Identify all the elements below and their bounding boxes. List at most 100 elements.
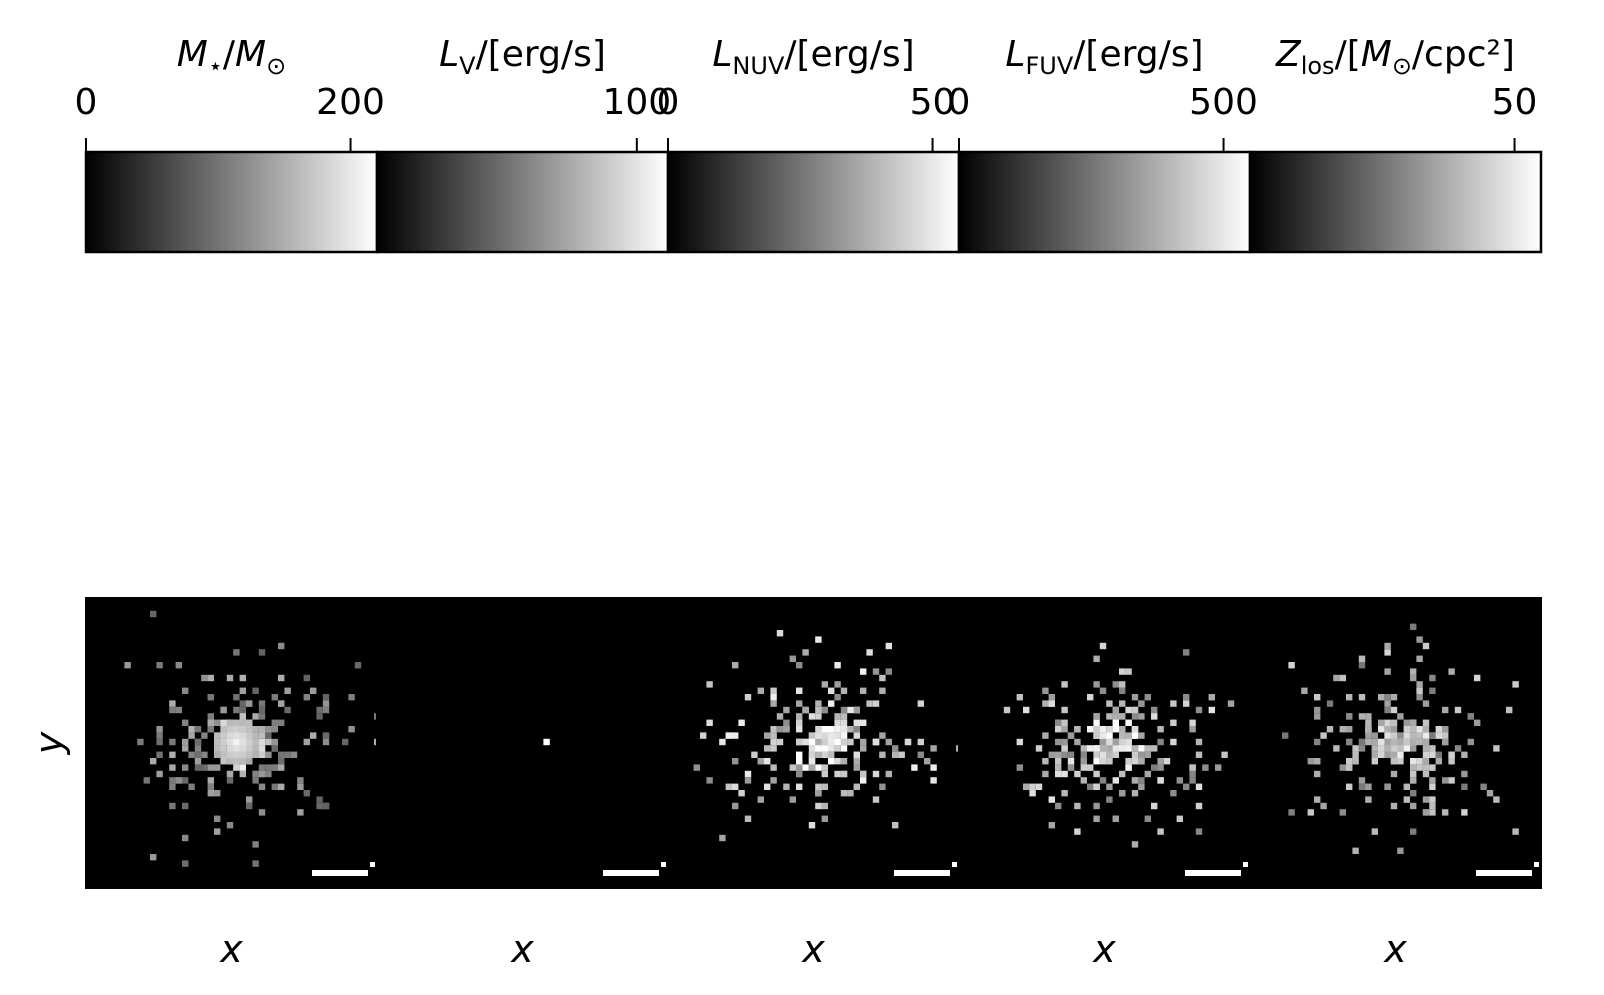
map-pixel <box>866 700 873 707</box>
map-panel-1 <box>376 597 669 889</box>
map-pixel <box>783 706 790 714</box>
map-pixel <box>194 751 202 758</box>
map-pixel <box>1035 745 1043 752</box>
map-row: x y x x x x <box>27 597 1542 971</box>
map-pixel <box>1448 668 1455 675</box>
map-pixel <box>783 719 790 726</box>
map-pixel <box>354 662 362 669</box>
map-pixel <box>828 745 835 752</box>
map-pixel <box>1112 681 1119 688</box>
map-panel-0 <box>85 597 381 889</box>
map-pixel <box>1384 726 1391 733</box>
map-pixel <box>1195 802 1203 810</box>
map-pixel <box>1170 719 1177 726</box>
map-pixel <box>1080 758 1087 765</box>
map-pixel <box>271 726 278 733</box>
map-pixel <box>1403 745 1410 752</box>
map-pixel <box>1189 726 1196 733</box>
map-pixel <box>1202 764 1209 771</box>
map-pixel <box>1410 732 1417 739</box>
map-pixel <box>1410 726 1417 733</box>
scale-bar <box>1185 870 1241 876</box>
map-pixel <box>252 860 259 867</box>
colorbar-tick-label: 0 <box>75 82 98 123</box>
map-pixel <box>1125 668 1132 675</box>
map-pixel <box>278 783 285 790</box>
map-pixel <box>706 681 713 688</box>
map-pixel <box>1397 738 1404 746</box>
map-pixel <box>1144 815 1151 822</box>
map-pixel <box>1106 796 1113 803</box>
map-pixel <box>840 758 848 765</box>
map-pixel <box>150 854 157 861</box>
map-pixel <box>757 758 764 765</box>
map-pixel <box>543 738 550 746</box>
map-pixel <box>1442 738 1449 746</box>
scale-bar-mark <box>1243 862 1248 867</box>
map-pixel <box>1435 726 1442 733</box>
map-pixel <box>776 726 784 733</box>
map-pixel <box>1195 738 1203 746</box>
map-pixel <box>815 732 822 739</box>
map-pixel <box>808 822 816 829</box>
map-pixel <box>1416 758 1423 765</box>
map-pixel <box>770 745 777 752</box>
colorbar-tick-label: 500 <box>1189 82 1258 123</box>
map-pixel <box>303 674 310 682</box>
map-pixel <box>278 642 285 650</box>
map-pixel <box>1106 726 1113 733</box>
map-pixel <box>1195 828 1203 835</box>
map-pixel <box>834 713 841 720</box>
map-pixel <box>258 745 266 752</box>
map-pixel <box>207 790 214 797</box>
map-pixel <box>815 802 822 810</box>
map-pixel <box>732 732 739 739</box>
map-pixel <box>1429 783 1436 790</box>
map-pixel <box>770 777 777 784</box>
map-pixel <box>278 751 285 758</box>
map-pixel <box>1307 809 1314 816</box>
map-pixel <box>1112 751 1119 758</box>
map-pixel <box>815 713 822 720</box>
map-pixel <box>194 726 202 733</box>
colorbar-title: Zlos/[M⊙/cpc²] <box>1275 34 1515 80</box>
map-pixel <box>1403 783 1410 790</box>
map-pixel <box>1346 738 1353 746</box>
colorbar-tick-label: 0 <box>657 82 680 123</box>
map-pixel <box>1093 745 1100 752</box>
map-pixel <box>220 745 227 752</box>
map-pixel <box>1074 802 1081 810</box>
map-pixel <box>879 687 886 694</box>
map-pixel <box>278 700 285 707</box>
map-pixel <box>1314 758 1321 765</box>
map-pixel <box>1138 777 1145 784</box>
map-pixel <box>885 642 892 650</box>
colorbar-gradient <box>84 150 379 254</box>
map-pixel <box>1358 783 1366 790</box>
map-pixel <box>815 745 822 752</box>
map-pixel <box>738 719 745 726</box>
map-pixel <box>246 700 253 707</box>
map-pixel <box>764 783 771 790</box>
map-pixel <box>1346 758 1353 765</box>
map-pixel <box>1371 758 1378 765</box>
map-pixel <box>1016 738 1023 746</box>
map-pixel <box>1429 687 1436 694</box>
map-pixel <box>1119 726 1126 733</box>
map-pixel <box>1410 668 1417 675</box>
map-pixel <box>1467 738 1474 746</box>
map-pixel <box>246 726 253 733</box>
scale-bar <box>1476 870 1532 876</box>
map-pixel <box>1333 745 1340 752</box>
map-pixel <box>1170 790 1177 797</box>
map-pixel <box>233 649 240 656</box>
colorbar-title: M⋆/M⊙ <box>177 34 286 80</box>
map-pixel <box>1138 758 1145 765</box>
map-pixel <box>834 719 841 726</box>
map-pixel <box>802 706 809 714</box>
map-pixel <box>188 751 195 758</box>
map-pixel <box>770 700 777 707</box>
colorbar-tick-label: 0 <box>948 82 971 123</box>
map-pixel <box>1183 694 1190 701</box>
map-pixel <box>1131 726 1139 733</box>
